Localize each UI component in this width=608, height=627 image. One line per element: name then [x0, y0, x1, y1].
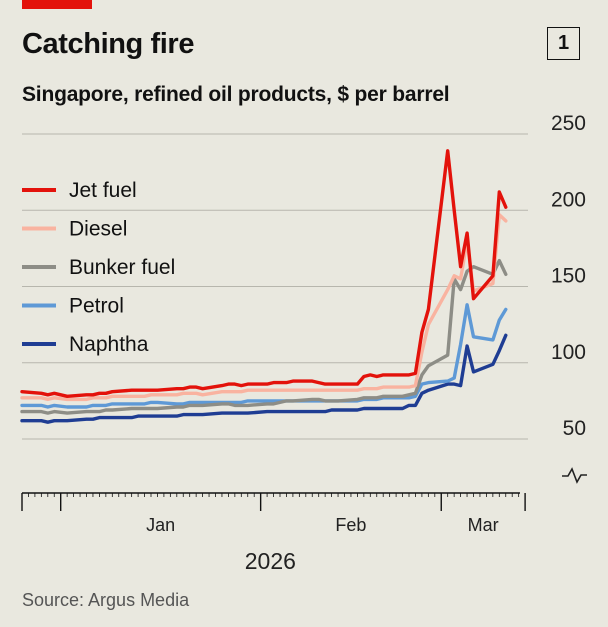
gridlines [22, 133, 528, 440]
legend-label: Bunker fuel [69, 256, 175, 279]
x-year-label: 2026 [245, 548, 296, 574]
series-line-bunker-fuel [20, 258, 508, 415]
y-tick-label: 200 [551, 188, 586, 211]
source-note: Source: Argus Media [22, 590, 190, 610]
y-tick-label: 100 [551, 341, 586, 364]
chart-number-badge: 1 [547, 27, 580, 60]
legend-label: Petrol [69, 295, 124, 318]
y-tick-labels: 50 100 150 200 250 [551, 112, 586, 440]
series-line-jet-fuel [20, 149, 508, 398]
x-tick-label: Jan [146, 515, 175, 535]
x-axis: Jan Feb Mar 2026 [21, 492, 526, 574]
series-line-naphtha [20, 333, 508, 424]
y-tick-label: 150 [551, 265, 586, 288]
chart-title: Catching fire [22, 28, 195, 60]
series-line-diesel [20, 213, 508, 402]
series-lines [20, 149, 508, 424]
chart-subtitle: Singapore, refined oil products, $ per b… [22, 83, 450, 106]
axis-break-mark [562, 467, 587, 484]
x-tick-label: Mar [468, 515, 499, 535]
legend-label: Jet fuel [69, 179, 137, 202]
y-tick-label: 50 [563, 417, 586, 440]
legend: Jet fuel Diesel Bunker fuel Petrol Naphtha [22, 179, 175, 356]
axis-break-icon [562, 467, 587, 484]
legend-label: Diesel [69, 218, 127, 241]
legend-label: Naphtha [69, 333, 149, 356]
x-tick-label: Feb [335, 515, 366, 535]
series-line-petrol [20, 303, 508, 409]
accent-bar [22, 0, 92, 9]
y-tick-label: 250 [551, 112, 586, 135]
